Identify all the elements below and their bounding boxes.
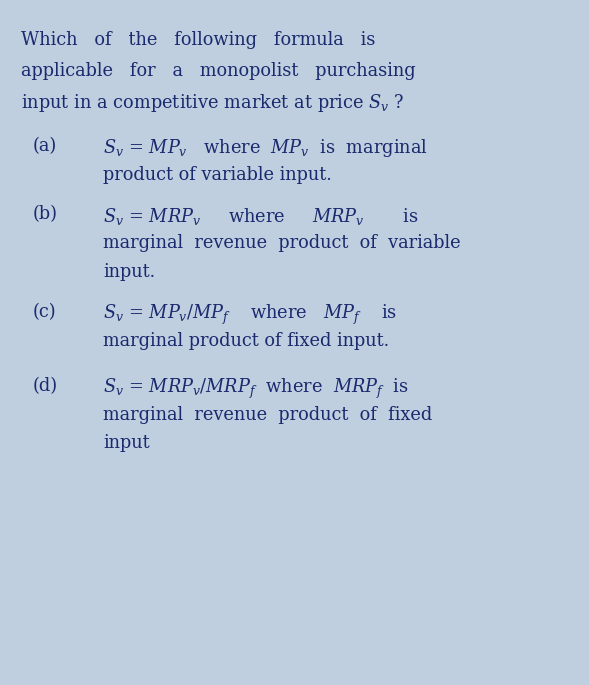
Text: input: input	[103, 434, 150, 452]
Text: $S_v$ = $MRP_v$     where     $MRP_v$       is: $S_v$ = $MRP_v$ where $MRP_v$ is	[103, 206, 419, 227]
Text: product of variable input.: product of variable input.	[103, 166, 332, 184]
Text: (b): (b)	[32, 206, 57, 223]
Text: marginal product of fixed input.: marginal product of fixed input.	[103, 332, 389, 349]
Text: marginal  revenue  product  of  variable: marginal revenue product of variable	[103, 234, 461, 252]
Text: (a): (a)	[32, 137, 57, 155]
Text: $S_v$ = $MP_v$/$MP_f$    where   $MP_f$    is: $S_v$ = $MP_v$/$MP_f$ where $MP_f$ is	[103, 303, 397, 327]
Text: (d): (d)	[32, 377, 58, 395]
Text: (c): (c)	[32, 303, 56, 321]
Text: $S_v$ = $MRP_v$/$MRP_f$  where  $MRP_f$  is: $S_v$ = $MRP_v$/$MRP_f$ where $MRP_f$ is	[103, 377, 409, 401]
Text: input in a competitive market at price $S_v$ ?: input in a competitive market at price $…	[21, 92, 404, 114]
Text: marginal  revenue  product  of  fixed: marginal revenue product of fixed	[103, 406, 432, 423]
Text: $S_v$ = $MP_v$   where  $MP_v$  is  marginal: $S_v$ = $MP_v$ where $MP_v$ is marginal	[103, 137, 428, 159]
Text: Which   of   the   following   formula   is: Which of the following formula is	[21, 31, 375, 49]
Text: applicable   for   a   monopolist   purchasing: applicable for a monopolist purchasing	[21, 62, 415, 79]
Text: input.: input.	[103, 263, 155, 281]
